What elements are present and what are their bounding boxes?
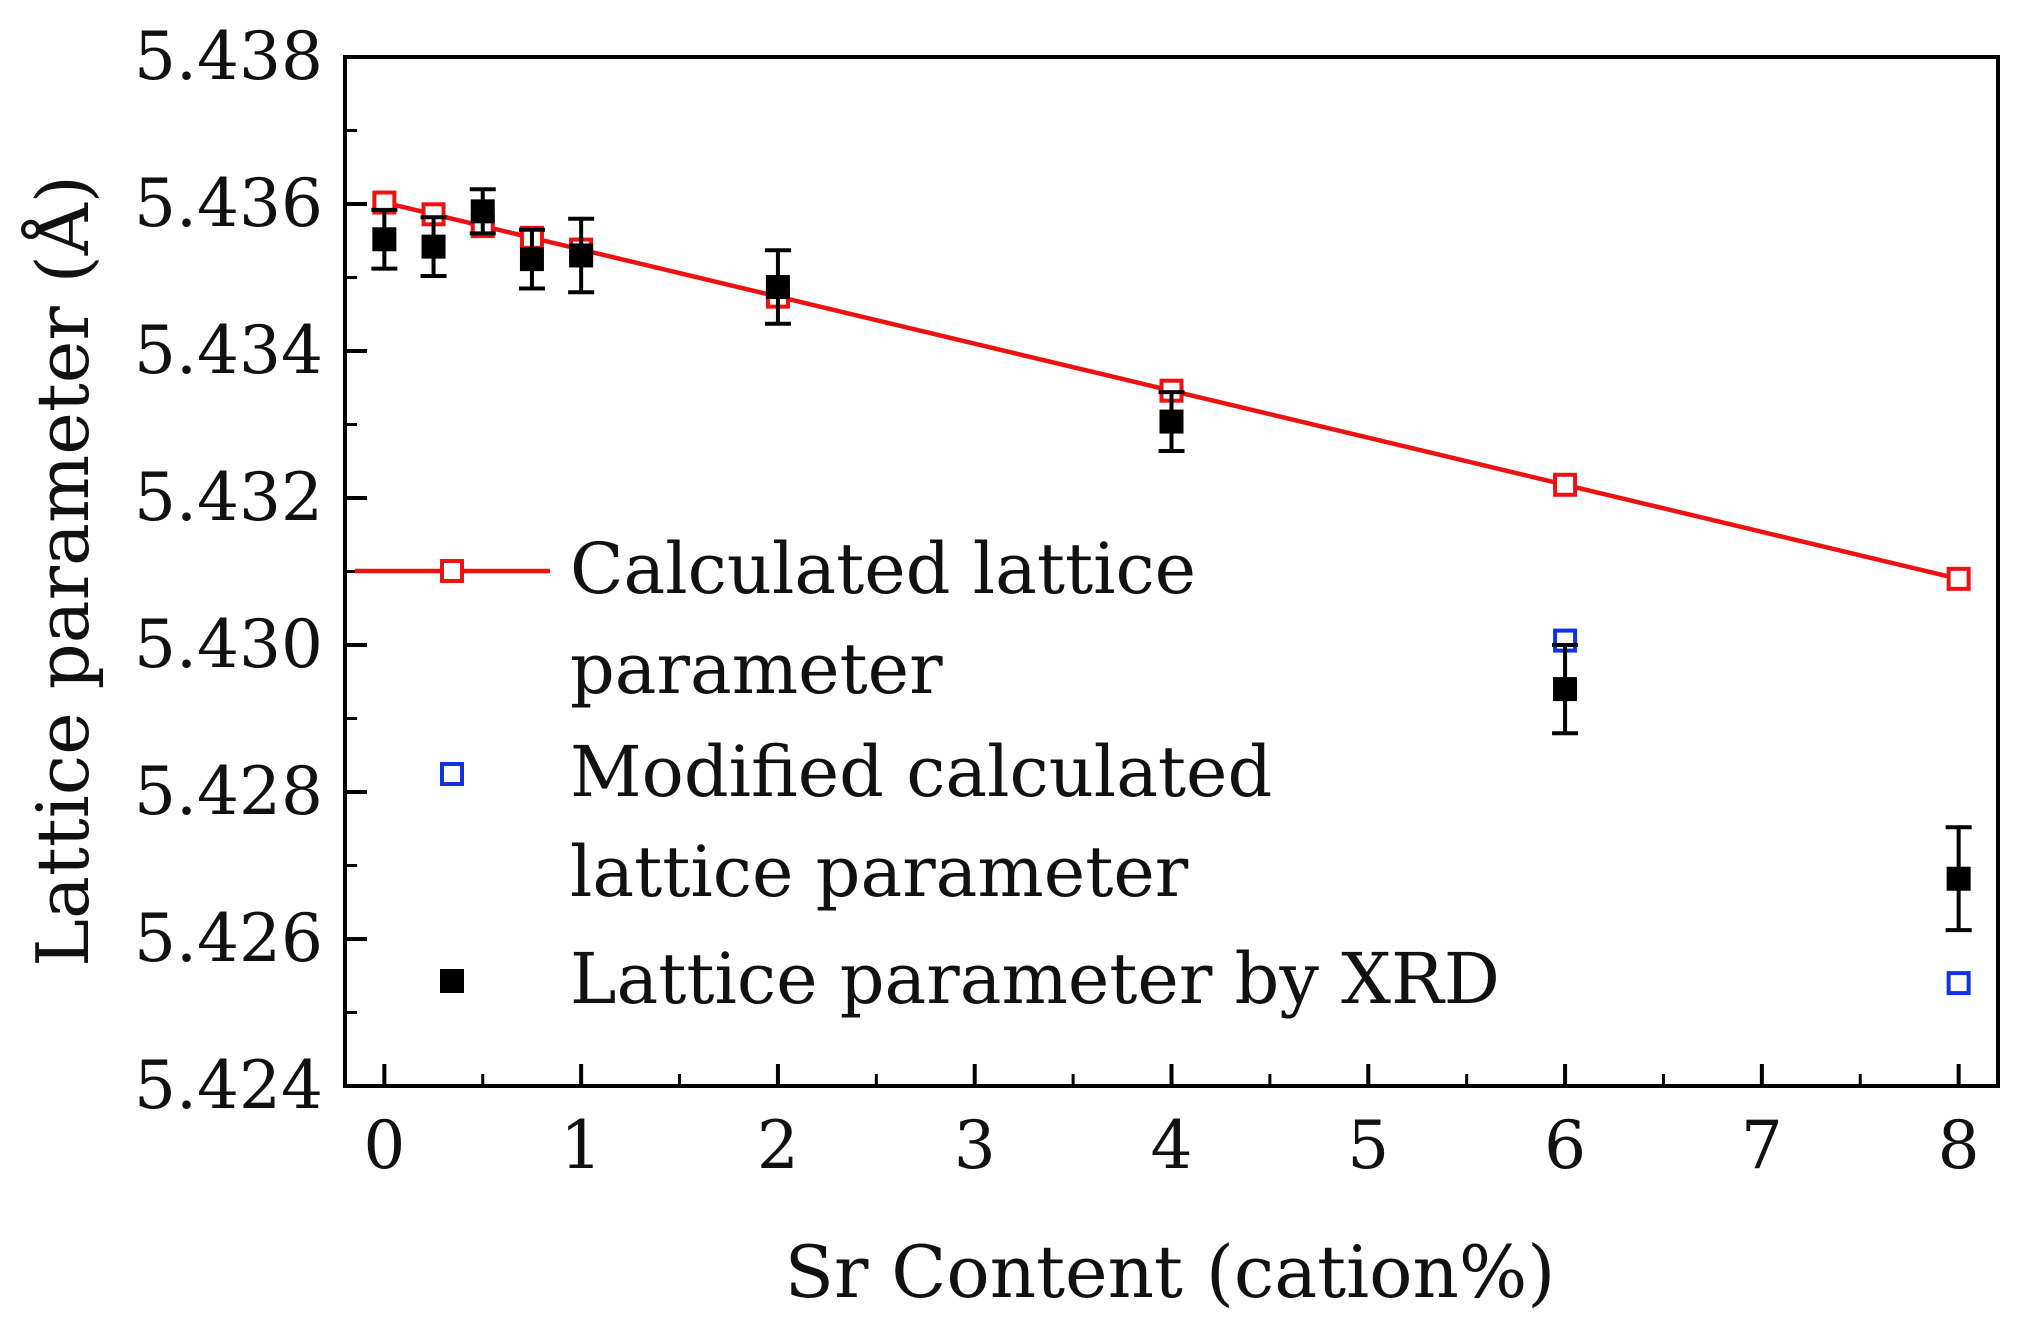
y-tick-label: 5.426 xyxy=(134,900,323,977)
legend-item-0: Calculated lattice parameter xyxy=(355,528,1196,710)
legend-label: parameter xyxy=(570,628,943,710)
data-point xyxy=(569,243,594,268)
x-tick-label: 6 xyxy=(1544,1107,1586,1184)
data-point xyxy=(1159,409,1184,434)
x-tick-label: 4 xyxy=(1151,1107,1193,1184)
legend-label: Modified calculated xyxy=(570,731,1272,813)
legend-item-2: Lattice parameter by XRD xyxy=(440,938,1500,1020)
y-tick-label: 5.428 xyxy=(134,753,323,830)
legend: Calculated lattice parameter Modified calc… xyxy=(355,528,1500,1020)
y-tick-label: 5.424 xyxy=(134,1047,323,1124)
series-1 xyxy=(1553,628,1971,996)
y-tick-label: 5.436 xyxy=(134,165,323,242)
x-tick-label: 5 xyxy=(1347,1107,1389,1184)
legend-label: Calculated lattice xyxy=(570,528,1196,610)
legend-label: Lattice parameter by XRD xyxy=(570,938,1500,1020)
x-tick-label: 2 xyxy=(757,1107,799,1184)
data-point xyxy=(519,247,544,272)
x-tick-label: 0 xyxy=(363,1107,405,1184)
legend-marker xyxy=(440,969,464,993)
data-point xyxy=(765,275,790,300)
x-axis-title: Sr Content (cation%) xyxy=(785,1230,1556,1314)
x-tick-label: 7 xyxy=(1741,1107,1783,1184)
data-point xyxy=(1946,866,1971,891)
data-point xyxy=(1946,971,1971,996)
legend-item-1: Modified calculated lattice parameter xyxy=(440,731,1272,913)
legend-marker xyxy=(440,762,464,786)
data-point xyxy=(421,234,446,259)
series-2 xyxy=(371,187,1972,933)
legend-label: lattice parameter xyxy=(570,831,1189,913)
y-tick-label: 5.434 xyxy=(134,312,323,389)
y-tick-label: 5.438 xyxy=(134,18,323,95)
data-point xyxy=(1946,566,1971,591)
axes: 0 1 2 3 4 5 6 7 8 5.424 5.426 5.428 5.430 5.432 5.434 5… xyxy=(134,18,1980,1184)
data-point xyxy=(372,227,397,252)
data-point xyxy=(470,199,495,224)
data-point xyxy=(1553,472,1578,497)
legend-marker xyxy=(440,559,464,583)
series xyxy=(371,187,1972,996)
y-tick-label: 5.432 xyxy=(134,459,323,536)
y-tick-label: 5.430 xyxy=(134,606,323,683)
y-axis-title: Lattice parameter (Å) xyxy=(20,175,105,967)
x-tick-label: 3 xyxy=(954,1107,996,1184)
x-tick-label: 1 xyxy=(560,1107,602,1184)
x-tick-label: 8 xyxy=(1938,1107,1980,1184)
data-point xyxy=(1553,677,1578,702)
